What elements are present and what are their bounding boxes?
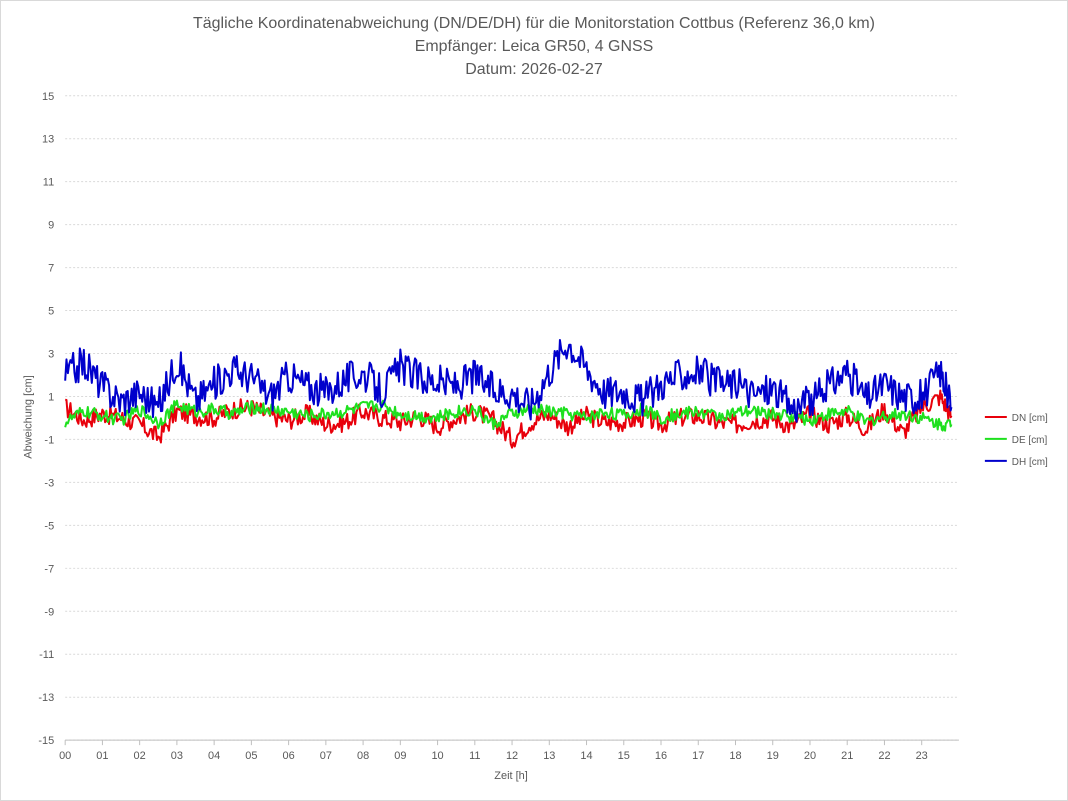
y-tick-label: -13: [38, 692, 54, 704]
chart-title-line-2: Empfänger: Leica GR50, 4 GNSS: [415, 38, 654, 55]
series-line-de: [64, 399, 953, 432]
x-tick-label: 01: [96, 750, 108, 762]
legend-label: DE [cm]: [1012, 435, 1048, 446]
x-tick-label: 04: [208, 750, 220, 762]
x-tick-label: 13: [543, 750, 555, 762]
x-tick-label: 06: [283, 750, 295, 762]
legend: DN [cm] DE [cm] DH [cm]: [984, 413, 1048, 468]
y-tick-label: 9: [48, 220, 54, 232]
x-tick-label: 19: [767, 750, 779, 762]
legend-label: DH [cm]: [1012, 457, 1048, 468]
x-tick-label: 03: [171, 750, 183, 762]
x-tick-label: 17: [692, 750, 704, 762]
x-axis-ticks: 00 01 02 03 04 05 06 07 08 09 10 11 12 13 14 15 16 17 18 19…: [59, 739, 959, 762]
x-tick-label: 16: [655, 750, 667, 762]
x-tick-label: 00: [59, 750, 71, 762]
x-tick-label: 07: [320, 750, 332, 762]
x-tick-label: 18: [729, 750, 741, 762]
chart-title-line-3: Datum: 2026-02-27: [465, 61, 603, 78]
y-tick-label: 5: [48, 306, 54, 318]
x-tick-label: 10: [431, 750, 443, 762]
y-tick-label: -7: [44, 563, 54, 575]
plot-area: [64, 338, 953, 449]
y-tick-label: 13: [42, 134, 54, 146]
y-tick-label: 3: [48, 349, 54, 361]
y-tick-label: -9: [44, 606, 54, 618]
x-tick-label: 23: [916, 750, 928, 762]
y-tick-label: 11: [43, 177, 54, 189]
x-tick-label: 02: [134, 750, 146, 762]
y-tick-label: 15: [42, 91, 54, 103]
x-tick-label: 22: [878, 750, 890, 762]
y-tick-label: 7: [48, 263, 54, 275]
x-tick-label: 11: [469, 750, 480, 762]
y-tick-label: -15: [38, 735, 54, 747]
chart-title: Tägliche Koordinatenabweichung (DN/DE/DH…: [193, 15, 875, 78]
y-tick-label: -11: [39, 649, 54, 661]
legend-label: DN [cm]: [1012, 413, 1048, 424]
x-tick-label: 15: [618, 750, 630, 762]
y-axis-label: Abweichung [cm]: [22, 375, 34, 459]
series-line-dh: [64, 338, 953, 423]
x-tick-label: 20: [804, 750, 816, 762]
x-tick-label: 05: [245, 750, 257, 762]
x-tick-label: 21: [841, 750, 853, 762]
x-tick-label: 12: [506, 750, 518, 762]
x-tick-label: 14: [580, 750, 592, 762]
y-tick-label: -5: [44, 520, 54, 532]
chart-title-line-1: Tägliche Koordinatenabweichung (DN/DE/DH…: [193, 15, 875, 32]
x-tick-label: 08: [357, 750, 369, 762]
y-tick-label: -3: [44, 477, 54, 489]
x-axis-label: Zeit [h]: [494, 770, 528, 782]
y-tick-label: 1: [48, 391, 54, 403]
y-tick-label: -1: [44, 434, 54, 446]
y-axis-ticks: 15 13 11 9 7 5 3 1 -1 -3 -5 -7 -9 -11 -13 -15: [38, 91, 54, 747]
x-tick-label: 09: [394, 750, 406, 762]
